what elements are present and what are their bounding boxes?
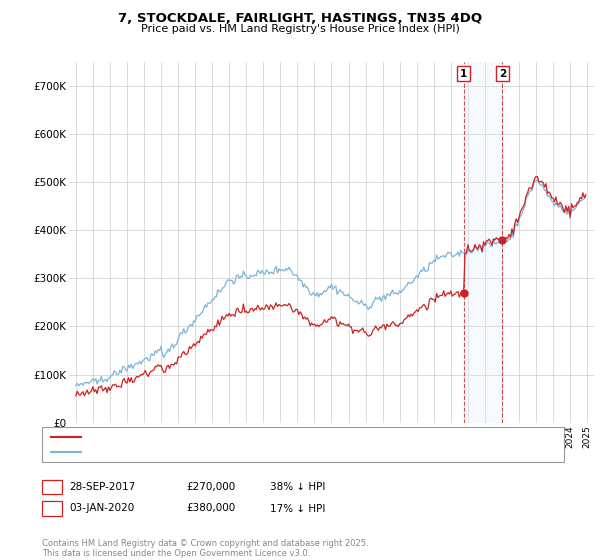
Text: HPI: Average price, detached house, Rother: HPI: Average price, detached house, Roth… [85, 447, 299, 458]
Text: 2: 2 [48, 503, 56, 514]
Text: Price paid vs. HM Land Registry's House Price Index (HPI): Price paid vs. HM Land Registry's House … [140, 24, 460, 34]
Bar [464, 62, 502, 423]
Text: 1: 1 [48, 482, 56, 492]
Text: 17% ↓ HPI: 17% ↓ HPI [270, 503, 325, 514]
Text: 1: 1 [460, 69, 467, 78]
Text: 03-JAN-2020: 03-JAN-2020 [69, 503, 134, 514]
Text: 7, STOCKDALE, FAIRLIGHT, HASTINGS, TN35 4DQ: 7, STOCKDALE, FAIRLIGHT, HASTINGS, TN35 … [118, 12, 482, 25]
Text: 2: 2 [499, 69, 506, 78]
Text: £270,000: £270,000 [186, 482, 235, 492]
Text: 38% ↓ HPI: 38% ↓ HPI [270, 482, 325, 492]
Text: 28-SEP-2017: 28-SEP-2017 [69, 482, 135, 492]
Text: £380,000: £380,000 [186, 503, 235, 514]
Text: 7, STOCKDALE, FAIRLIGHT, HASTINGS, TN35 4DQ (detached house): 7, STOCKDALE, FAIRLIGHT, HASTINGS, TN35 … [85, 432, 415, 442]
Text: Contains HM Land Registry data © Crown copyright and database right 2025.
This d: Contains HM Land Registry data © Crown c… [42, 539, 368, 558]
